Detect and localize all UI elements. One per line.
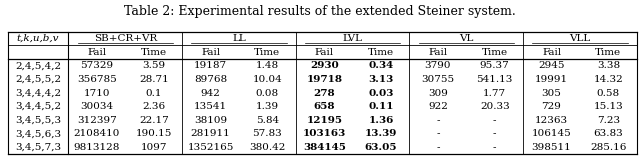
Text: 922: 922 bbox=[428, 102, 448, 111]
Text: 0.03: 0.03 bbox=[369, 89, 394, 97]
Text: Fail: Fail bbox=[201, 48, 220, 57]
Text: 95.37: 95.37 bbox=[480, 61, 509, 70]
Text: 1352165: 1352165 bbox=[188, 143, 234, 152]
Text: 3,4,4,5,2: 3,4,4,5,2 bbox=[15, 102, 61, 111]
Text: 19991: 19991 bbox=[535, 75, 568, 84]
Text: 14.32: 14.32 bbox=[593, 75, 623, 84]
Text: 0.34: 0.34 bbox=[369, 61, 394, 70]
Text: 28.71: 28.71 bbox=[139, 75, 168, 84]
Text: 1097: 1097 bbox=[140, 143, 167, 152]
Text: 22.17: 22.17 bbox=[139, 116, 168, 125]
Text: Fail: Fail bbox=[428, 48, 447, 57]
Text: 13.39: 13.39 bbox=[365, 129, 397, 138]
Text: -: - bbox=[493, 116, 497, 125]
Text: 278: 278 bbox=[314, 89, 335, 97]
Text: 63.83: 63.83 bbox=[593, 129, 623, 138]
Text: -: - bbox=[436, 143, 440, 152]
Text: 1.39: 1.39 bbox=[256, 102, 279, 111]
Text: 12363: 12363 bbox=[535, 116, 568, 125]
Text: 356785: 356785 bbox=[77, 75, 116, 84]
Text: 0.58: 0.58 bbox=[597, 89, 620, 97]
Text: 0.11: 0.11 bbox=[368, 102, 394, 111]
Text: 30034: 30034 bbox=[81, 102, 113, 111]
Text: VL: VL bbox=[459, 34, 474, 43]
Text: 942: 942 bbox=[200, 89, 221, 97]
Text: Time: Time bbox=[595, 48, 621, 57]
Text: SB+CR+VR: SB+CR+VR bbox=[93, 34, 157, 43]
Text: LL: LL bbox=[232, 34, 246, 43]
Text: 541.13: 541.13 bbox=[477, 75, 513, 84]
Text: 2108410: 2108410 bbox=[74, 129, 120, 138]
Text: 63.05: 63.05 bbox=[365, 143, 397, 152]
Text: Time: Time bbox=[482, 48, 508, 57]
Text: 30755: 30755 bbox=[421, 75, 454, 84]
Text: 19718: 19718 bbox=[306, 75, 342, 84]
Text: 2.36: 2.36 bbox=[142, 102, 165, 111]
Text: LVL: LVL bbox=[342, 34, 363, 43]
Text: 13541: 13541 bbox=[194, 102, 227, 111]
Text: 3.13: 3.13 bbox=[369, 75, 394, 84]
Text: 89768: 89768 bbox=[194, 75, 227, 84]
Text: 2,4,5,4,2: 2,4,5,4,2 bbox=[15, 61, 61, 70]
Text: -: - bbox=[436, 129, 440, 138]
Text: 1710: 1710 bbox=[84, 89, 110, 97]
Text: Time: Time bbox=[254, 48, 280, 57]
Text: 1.48: 1.48 bbox=[256, 61, 279, 70]
Text: 384145: 384145 bbox=[303, 143, 346, 152]
Text: 2945: 2945 bbox=[538, 61, 565, 70]
Text: 106145: 106145 bbox=[532, 129, 572, 138]
Text: 305: 305 bbox=[541, 89, 561, 97]
Text: 380.42: 380.42 bbox=[249, 143, 285, 152]
Text: 1.77: 1.77 bbox=[483, 89, 506, 97]
Text: Table 2: Experimental results of the extended Steiner system.: Table 2: Experimental results of the ext… bbox=[124, 5, 516, 18]
Text: 658: 658 bbox=[314, 102, 335, 111]
Text: 3.59: 3.59 bbox=[142, 61, 165, 70]
Text: Time: Time bbox=[141, 48, 167, 57]
Text: 3,4,4,4,2: 3,4,4,4,2 bbox=[15, 89, 61, 97]
Text: t,k,u,b,v: t,k,u,b,v bbox=[17, 34, 60, 43]
Text: 0.1: 0.1 bbox=[145, 89, 162, 97]
Text: 2,4,5,5,2: 2,4,5,5,2 bbox=[15, 75, 61, 84]
Text: 19187: 19187 bbox=[194, 61, 227, 70]
Text: -: - bbox=[493, 129, 497, 138]
Text: 15.13: 15.13 bbox=[593, 102, 623, 111]
Text: 3.38: 3.38 bbox=[597, 61, 620, 70]
Text: 9813128: 9813128 bbox=[74, 143, 120, 152]
Text: 10.04: 10.04 bbox=[253, 75, 282, 84]
Text: 729: 729 bbox=[541, 102, 561, 111]
Text: Time: Time bbox=[368, 48, 394, 57]
Text: -: - bbox=[436, 116, 440, 125]
Text: 3,4,5,7,3: 3,4,5,7,3 bbox=[15, 143, 61, 152]
Text: 1.36: 1.36 bbox=[369, 116, 394, 125]
Text: 57.83: 57.83 bbox=[253, 129, 282, 138]
Text: VLL: VLL bbox=[570, 34, 591, 43]
Text: 3,4,5,5,3: 3,4,5,5,3 bbox=[15, 116, 61, 125]
Text: 3790: 3790 bbox=[424, 61, 451, 70]
Text: 190.15: 190.15 bbox=[136, 129, 172, 138]
Text: 285.16: 285.16 bbox=[590, 143, 627, 152]
Text: 57329: 57329 bbox=[81, 61, 113, 70]
Text: 5.84: 5.84 bbox=[256, 116, 279, 125]
Text: 0.08: 0.08 bbox=[256, 89, 279, 97]
Text: 20.33: 20.33 bbox=[480, 102, 509, 111]
Text: Fail: Fail bbox=[315, 48, 334, 57]
Text: -: - bbox=[493, 143, 497, 152]
Text: 12195: 12195 bbox=[306, 116, 342, 125]
Text: 281911: 281911 bbox=[191, 129, 230, 138]
Text: 38109: 38109 bbox=[194, 116, 227, 125]
Text: 309: 309 bbox=[428, 89, 448, 97]
Text: 398511: 398511 bbox=[532, 143, 572, 152]
Text: Fail: Fail bbox=[87, 48, 106, 57]
Text: 3,4,5,6,3: 3,4,5,6,3 bbox=[15, 129, 61, 138]
Text: 7.23: 7.23 bbox=[597, 116, 620, 125]
Text: 2930: 2930 bbox=[310, 61, 339, 70]
Text: Fail: Fail bbox=[542, 48, 561, 57]
Text: 312397: 312397 bbox=[77, 116, 116, 125]
Text: 103163: 103163 bbox=[303, 129, 346, 138]
